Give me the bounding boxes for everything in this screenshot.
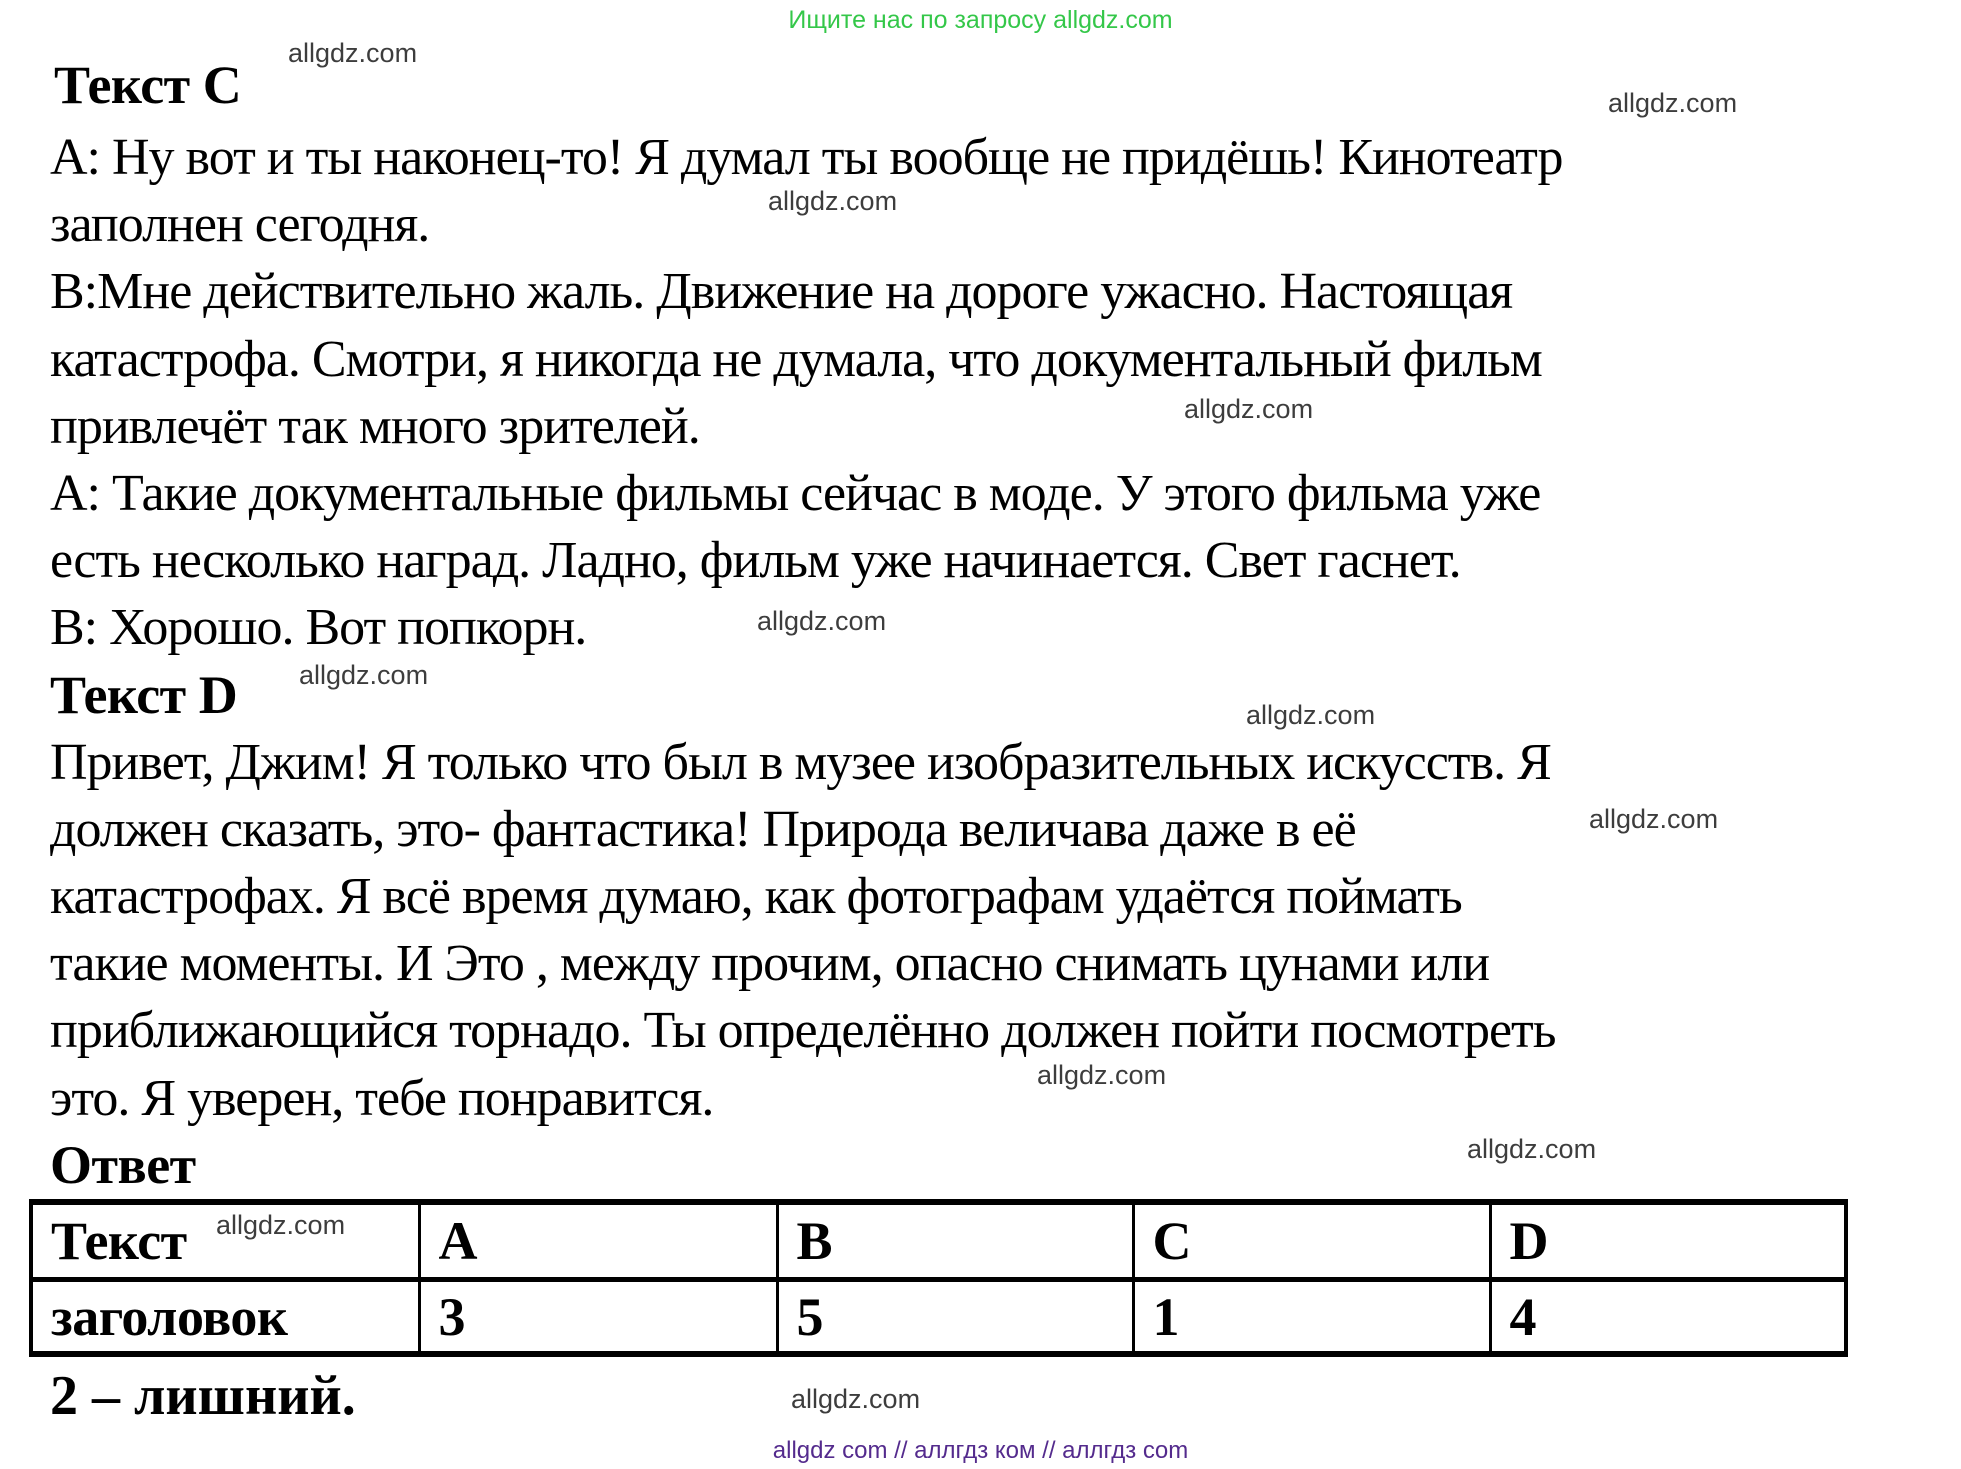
text-d-line: Привет, Джим! Я только что был в музее и… [50,733,1552,791]
watermark: allgdz.com [1608,88,1738,118]
watermark: allgdz.com [757,606,887,636]
watermark: allgdz.com [1246,700,1376,730]
table-cell: Текст [29,1200,421,1282]
watermark: allgdz.com [768,186,898,216]
text-c-line: привлечёт так много зрителей. [50,397,701,455]
table-row: Текст A B C D [29,1200,1848,1282]
table-row: заголовок 3 5 1 4 [29,1278,1848,1356]
table-cell: A [417,1200,779,1282]
table-cell: B [775,1200,1135,1282]
text-d-line: такие моменты. И Это , между прочим, опа… [50,935,1490,993]
text-c-line: А: Такие документальные фильмы сейчас в … [50,464,1541,522]
answer-heading: Ответ [50,1134,196,1195]
text-c-line: есть несколько наград. Ладно, фильм уже … [50,532,1462,590]
watermark: allgdz.com [299,660,429,690]
text-c-heading: Текст C [54,55,242,115]
watermark: allgdz.com [791,1384,921,1414]
table-cell: 5 [775,1278,1135,1356]
table-cell: 1 [1131,1278,1492,1356]
table-cell: 3 [417,1278,779,1356]
text-c-line: заполнен сегодня. [50,196,430,254]
text-d-heading: Текст D [50,664,238,725]
text-d-line: катастрофах. Я всё время думаю, как фото… [50,868,1463,926]
site-banner: Ищите нас по запросу allgdz.com [788,6,1173,34]
text-d-line: должен сказать, это- фантастика! Природа… [50,800,1357,858]
text-c-line: катастрофа. Смотри, я никогда не думала,… [50,330,1543,388]
watermark: allgdz.com [1467,1134,1597,1164]
answer-note: 2 – лишний. [50,1365,356,1427]
table-cell: 4 [1488,1278,1848,1356]
watermark: allgdz.com [1037,1060,1167,1090]
text-d-line: это. Я уверен, тебе понравится. [50,1069,714,1127]
text-c-line: В:Мне действительно жаль. Движение на до… [50,263,1513,321]
text-c-line: В: Хорошо. Вот попкорн. [50,599,587,657]
answer-table: Текст A B C D заголовок 3 5 1 4 [29,1199,1848,1357]
table-cell: D [1488,1200,1848,1282]
text-c-line: А: Ну вот и ты наконец-то! Я думал ты во… [50,129,1564,186]
text-d-line: приближающийся торнадо. Ты определённо д… [50,1002,1557,1060]
watermark: allgdz.com [1589,804,1719,834]
footer-links: allgdz com // аллгдз ком // аллгдз com [772,1437,1189,1464]
watermark: allgdz.com [288,38,418,68]
watermark: allgdz.com [1184,394,1314,424]
document-body: А: Ну вот и ты наконец-то! Я думал ты во… [50,124,1940,1199]
table-cell: C [1131,1200,1492,1282]
table-cell: заголовок [29,1278,421,1356]
